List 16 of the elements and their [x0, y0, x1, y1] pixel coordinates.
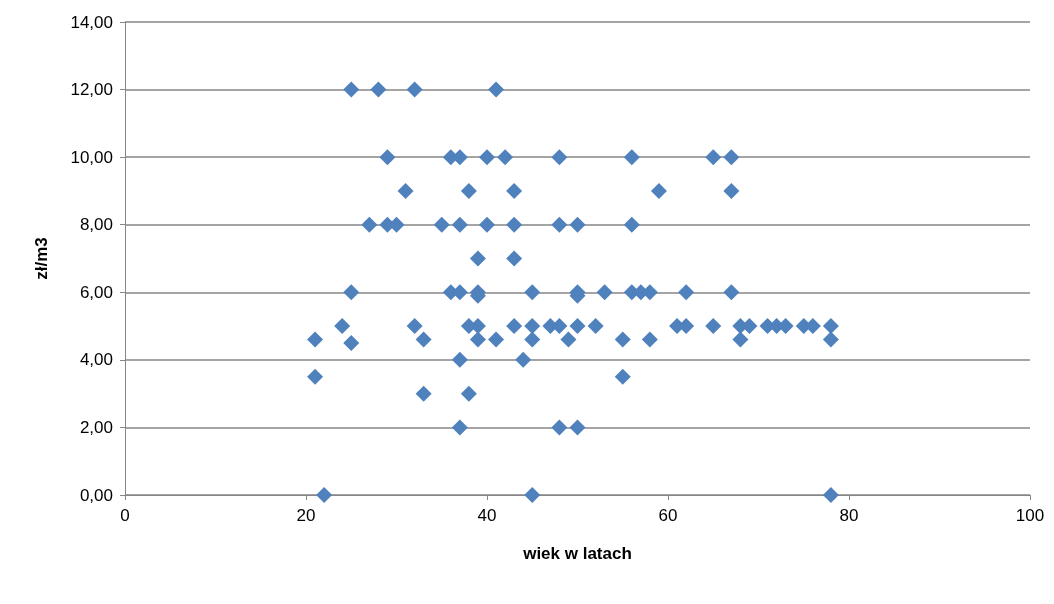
y-tick-label: 2,00 [79, 417, 113, 437]
y-tick-label: 0,00 [79, 485, 113, 505]
y-tick-label: 10,00 [70, 147, 113, 167]
y-tick-label: 6,00 [79, 282, 113, 302]
y-tick-label: 4,00 [79, 350, 113, 370]
y-axis-title: zł/m3 [32, 237, 51, 280]
x-tick-label: 0 [120, 506, 130, 525]
x-tick-label: 40 [477, 506, 497, 525]
y-tick-label: 8,00 [79, 215, 113, 235]
x-tick-label: 60 [658, 506, 678, 525]
y-tick-label: 14,00 [70, 12, 113, 32]
x-axis-title: wiek w latach [522, 544, 632, 563]
x-tick-label: 80 [839, 506, 859, 525]
x-tick-label: 20 [296, 506, 316, 525]
x-tick-label: 100 [1015, 506, 1045, 525]
y-tick-label: 12,00 [70, 80, 113, 100]
